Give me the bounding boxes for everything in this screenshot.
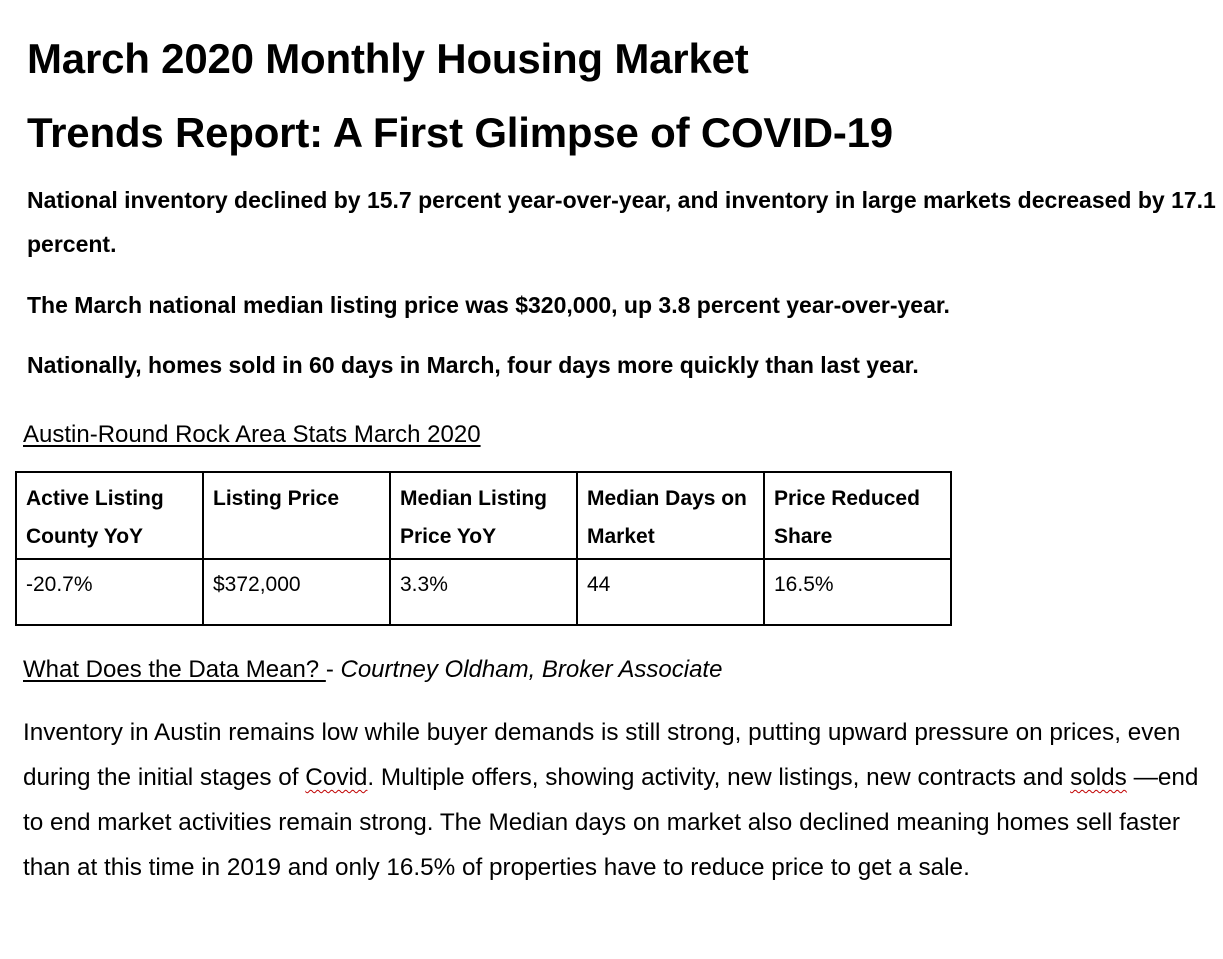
value-listing-price: $372,000	[202, 558, 391, 626]
data-meaning-separator: -	[325, 656, 341, 683]
header-median-listing-price-yoy: Median Listing Price YoY	[389, 471, 578, 560]
national-highlights: National inventory declined by 15.7 perc…	[27, 178, 1217, 387]
value-price-reduced-share: 16.5%	[763, 558, 952, 626]
data-meaning-heading: What Does the Data Mean? - Courtney Oldh…	[23, 653, 722, 687]
data-meaning-author: Courtney Oldham, Broker Associate	[340, 656, 723, 683]
header-median-days-on-market: Median Days on Market	[576, 471, 765, 560]
value-active-listing-county-yoy: -20.7%	[15, 558, 204, 626]
highlight-median-price: The March national median listing price …	[27, 292, 950, 318]
spellcheck-word-covid: Covid	[305, 764, 368, 791]
body-text-part-3: —end to end market activities remain str…	[23, 764, 1199, 881]
austin-stats-heading: Austin-Round Rock Area Stats March 2020	[23, 421, 481, 448]
header-listing-price: Listing Price	[202, 471, 391, 560]
report-title-line-2: Trends Report: A First Glimpse of COVID-…	[27, 109, 893, 156]
highlight-days-on-market: Nationally, homes sold in 60 days in Mar…	[27, 352, 919, 378]
austin-stats-table: Active Listing County YoY Listing Price …	[15, 471, 952, 626]
value-median-days-on-market: 44	[576, 558, 765, 626]
body-text-part-2: . Multiple offers, showing activity, new…	[367, 764, 1071, 791]
data-meaning-body: Inventory in Austin remains low while bu…	[23, 710, 1213, 890]
body-text-part-1: Inventory in Austin remains low while bu…	[23, 719, 1181, 791]
spellcheck-word-solds: solds	[1070, 764, 1127, 791]
stats-header-row: Active Listing County YoY Listing Price …	[15, 471, 952, 560]
value-median-listing-price-yoy: 3.3%	[389, 558, 578, 626]
stats-value-row: -20.7% $372,000 3.3% 44 16.5%	[15, 558, 952, 626]
report-title: March 2020 Monthly Housing Market Trends…	[27, 22, 893, 170]
report-title-line-1: March 2020 Monthly Housing Market	[27, 35, 749, 82]
header-active-listing-county-yoy: Active Listing County YoY	[15, 471, 204, 560]
highlight-inventory: National inventory declined by 15.7 perc…	[27, 187, 1216, 257]
header-price-reduced-share: Price Reduced Share	[763, 471, 952, 560]
data-meaning-title: What Does the Data Mean?	[23, 656, 326, 683]
